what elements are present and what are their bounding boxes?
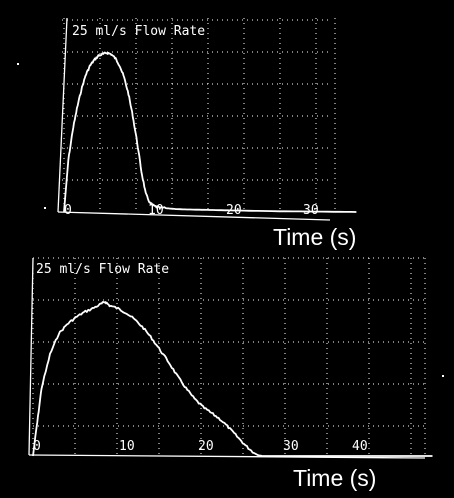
bottom-chart-x-tick-label: 10 [119, 439, 135, 454]
top-chart-x-axis-title: Time (s) [273, 224, 356, 250]
bottom-chart-grid [32, 257, 426, 456]
top-chart-x-tick-label: 0 [64, 203, 72, 218]
bottom-chart-x-tick-label: 30 [283, 439, 299, 454]
top-flow-chart: 25 ml/s Flow Rate 0 10 20 30 Time (s) [57, 17, 357, 250]
bottom-chart-x-axis-title: Time (s) [293, 465, 376, 491]
bottom-chart-x-tick-label: 20 [198, 439, 214, 454]
top-chart-y-axis [57, 17, 68, 213]
top-chart-x-tick-label: 30 [303, 203, 319, 218]
top-chart-x-axis [57, 211, 331, 221]
bottom-flow-chart: 25 ml/s Flow Rate 0 10 20 30 40 Time (s) [28, 257, 433, 491]
bottom-chart-x-tick-label: 40 [352, 439, 368, 454]
top-chart-title: 25 ml/s Flow Rate [72, 24, 205, 39]
stray-dot [44, 207, 46, 209]
bottom-chart-y-axis [28, 257, 34, 456]
top-chart-grid [62, 18, 336, 212]
bottom-chart-x-ticks: 0 10 20 30 40 [33, 439, 368, 454]
top-chart-series-line [63, 51, 357, 213]
bottom-chart-title: 25 ml/s Flow Rate [36, 262, 169, 277]
bottom-chart-x-tick-label: 0 [33, 439, 41, 454]
bottom-chart-x-axis [28, 454, 426, 459]
stray-dot [442, 375, 444, 377]
stray-dot [17, 63, 19, 65]
bottom-chart-series-line [32, 301, 433, 457]
